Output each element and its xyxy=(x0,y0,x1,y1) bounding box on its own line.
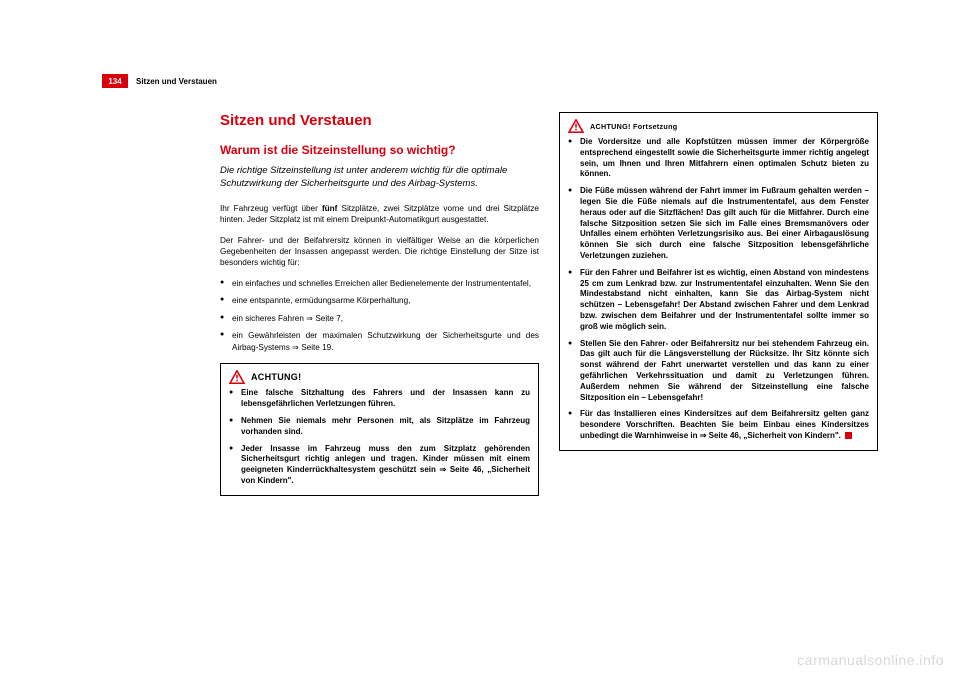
chapter-title: Sitzen und Verstauen xyxy=(220,112,539,129)
end-square-icon xyxy=(845,432,852,439)
warning-header: ACHTUNG! xyxy=(229,370,530,384)
page: 134 Sitzen und Verstauen Sitzen und Vers… xyxy=(0,0,960,678)
warning-item: Stellen Sie den Fahrer- oder Beifahrersi… xyxy=(568,339,869,404)
page-number-box: 134 xyxy=(102,74,128,88)
warning-head-text: ACHTUNG! Fortsetzung xyxy=(590,122,677,131)
warning-item: Jeder Insasse im Fahrzeug muss den zum S… xyxy=(229,444,530,487)
text-run: Ihr Fahrzeug verfügt über xyxy=(220,204,322,213)
warning-triangle-icon xyxy=(229,370,245,384)
left-column: Sitzen und Verstauen Warum ist die Sitze… xyxy=(220,112,539,628)
bullet-list: ein einfaches und schnelles Erreichen al… xyxy=(220,278,539,353)
header-section-text: Sitzen und Verstauen xyxy=(136,77,217,86)
section-subtitle: Warum ist die Sitzeinstellung so wichtig… xyxy=(220,143,539,157)
warning-triangle-icon xyxy=(568,119,584,133)
page-number: 134 xyxy=(108,77,121,86)
bullet-item: ein einfaches und schnelles Erreichen al… xyxy=(220,278,539,289)
watermark-text: carmanualsonline.info xyxy=(797,652,944,668)
text-bold: fünf xyxy=(322,204,337,213)
warning-item: Für das Installieren eines Kindersitzes … xyxy=(568,409,869,441)
warning-item: Für den Fahrer und Beifahrer ist es wich… xyxy=(568,268,869,333)
warning-item: Nehmen Sie niemals mehr Personen mit, al… xyxy=(229,416,530,438)
lead-paragraph: Die richtige Sitzeinstellung ist unter a… xyxy=(220,165,539,191)
body-paragraph: Ihr Fahrzeug verfügt über fünf Sitzplätz… xyxy=(220,203,539,225)
warning-item-text: Für das Installieren eines Kindersitzes … xyxy=(580,409,869,440)
warning-item: Die Füße müssen während der Fahrt immer … xyxy=(568,186,869,262)
warning-box-continuation: ACHTUNG! Fortsetzung Die Vordersitze und… xyxy=(559,112,878,451)
warning-header: ACHTUNG! Fortsetzung xyxy=(568,119,869,133)
warning-item: Die Vordersitze und alle Kopfstützen müs… xyxy=(568,137,869,180)
warning-list: Die Vordersitze und alle Kopfstützen müs… xyxy=(568,137,869,442)
right-column: ACHTUNG! Fortsetzung Die Vordersitze und… xyxy=(559,112,878,628)
bullet-item: ein Gewährleisten der maximalen Schutzwi… xyxy=(220,330,539,353)
bullet-item: eine entspannte, ermüdungsarme Körperhal… xyxy=(220,295,539,306)
warning-list: Eine falsche Sitzhaltung des Fahrers und… xyxy=(229,388,530,486)
content-columns: Sitzen und Verstauen Warum ist die Sitze… xyxy=(220,112,878,628)
bullet-item: ein sicheres Fahren ⇒ Seite 7, xyxy=(220,313,539,324)
warning-item: Eine falsche Sitzhaltung des Fahrers und… xyxy=(229,388,530,410)
warning-head-text: ACHTUNG! xyxy=(251,372,301,382)
body-paragraph: Der Fahrer- und der Beifahrersitz können… xyxy=(220,235,539,268)
header-bar: 134 Sitzen und Verstauen xyxy=(102,74,880,88)
warning-box: ACHTUNG! Eine falsche Sitzhaltung des Fa… xyxy=(220,363,539,495)
